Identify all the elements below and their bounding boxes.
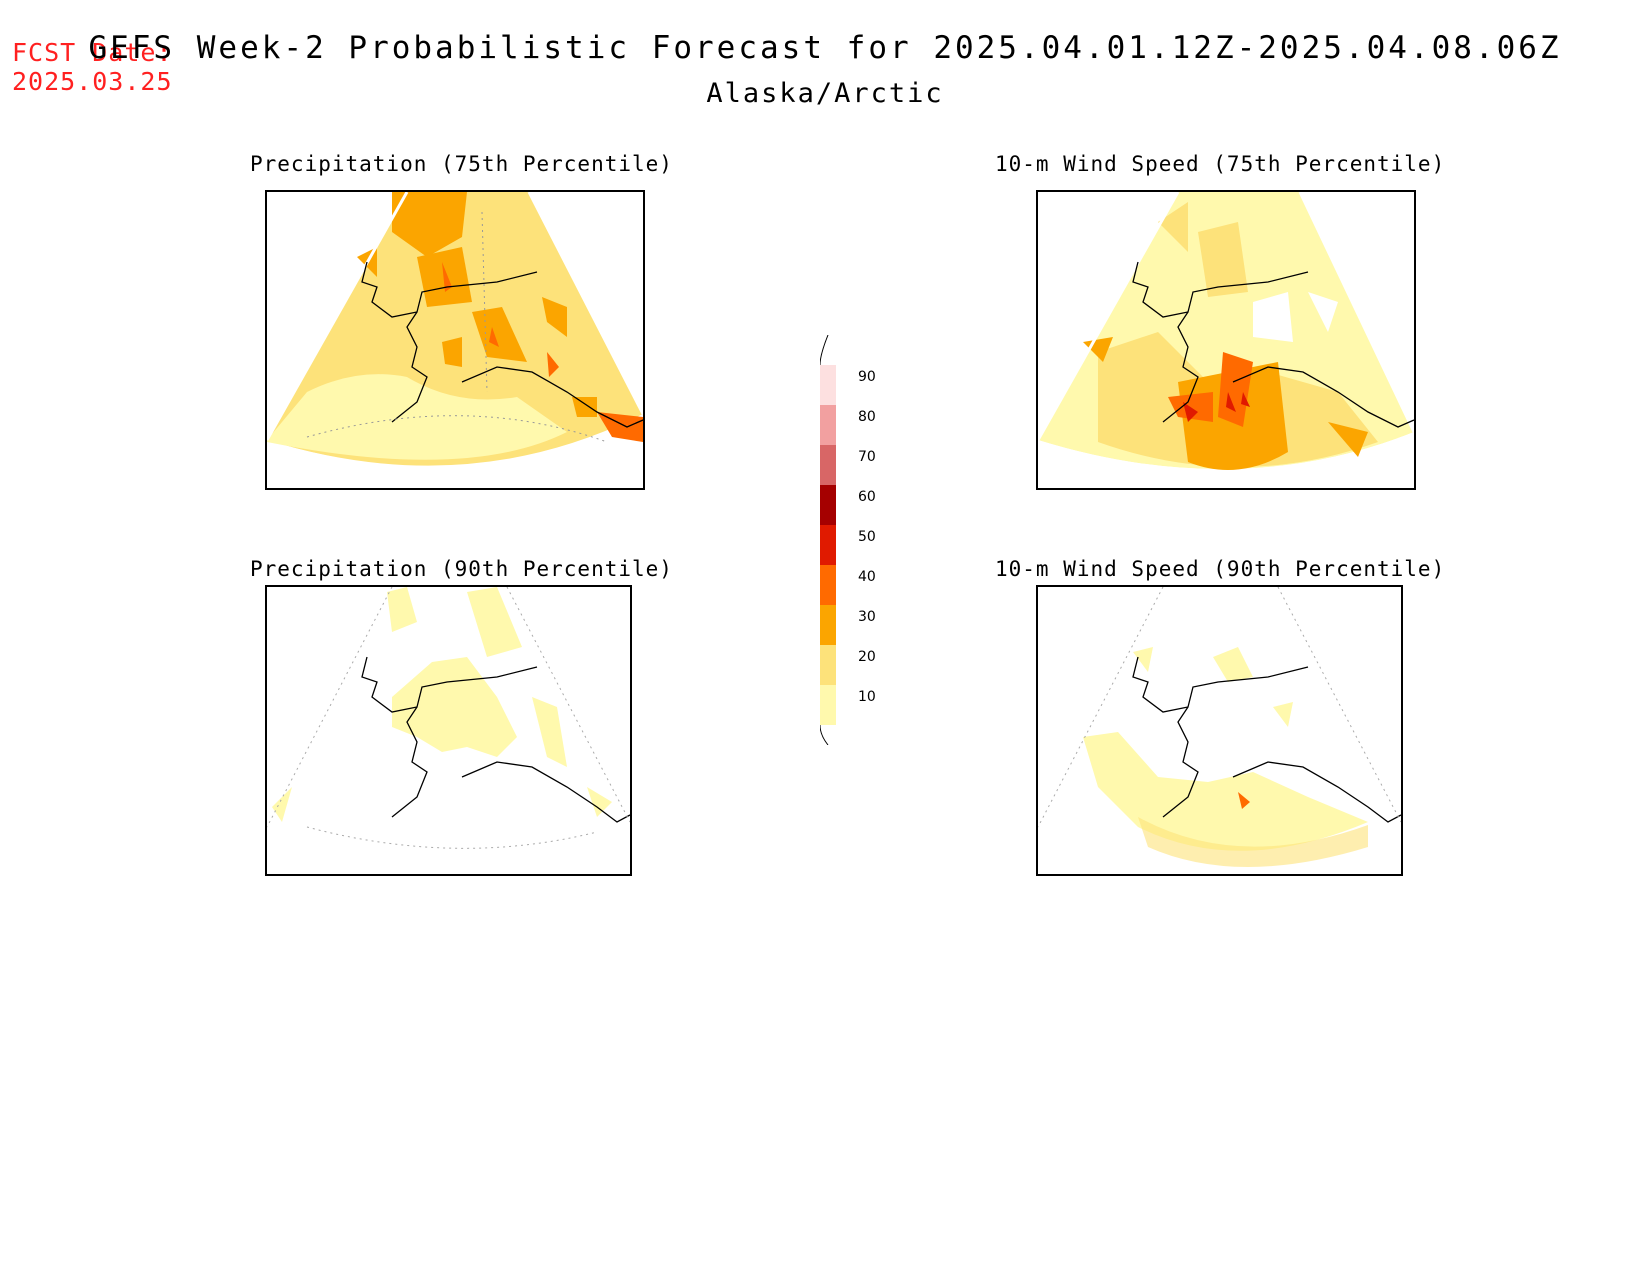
precip-90-map <box>267 587 630 849</box>
swatch-20 <box>820 645 836 685</box>
cbar-label-30: 30 <box>858 609 876 625</box>
panel-title-wind-75: 10-m Wind Speed (75th Percentile) <box>995 152 1446 176</box>
wind-75-map <box>1038 192 1414 488</box>
fcst-date: 2025.03.25 <box>12 67 173 96</box>
cbar-label-90: 90 <box>858 369 876 385</box>
swatch-90 <box>820 365 836 405</box>
cbar-label-10: 10 <box>858 689 876 705</box>
region-title: Alaska/Arctic <box>706 78 944 109</box>
swatch-30 <box>820 605 836 645</box>
cbar-label-70: 70 <box>858 449 876 465</box>
swatch-50 <box>820 525 836 565</box>
panel-title-precip-90: Precipitation (90th Percentile) <box>250 557 673 581</box>
colorbar <box>819 334 900 746</box>
precip-75-map <box>267 192 643 488</box>
swatch-10 <box>820 685 836 725</box>
cbar-label-80: 80 <box>858 409 876 425</box>
forecast-date-label: FCST Date: 2025.03.25 <box>12 38 173 96</box>
page-title: GEFS Week-2 Probabilistic Forecast for 2… <box>88 30 1562 66</box>
panel-title-wind-90: 10-m Wind Speed (90th Percentile) <box>995 557 1446 581</box>
colorbar-swatches <box>819 334 836 746</box>
swatch-40 <box>820 565 836 605</box>
swatch-60 <box>820 485 836 525</box>
cbar-label-50: 50 <box>858 529 876 545</box>
map-panel-precip-75 <box>265 190 645 490</box>
fcst-label: FCST Date: <box>12 38 173 67</box>
cbar-label-60: 60 <box>858 489 876 505</box>
panel-title-precip-75: Precipitation (75th Percentile) <box>250 152 673 176</box>
swatch-80 <box>820 405 836 445</box>
wind-90-map <box>1038 587 1401 867</box>
map-panel-wind-75 <box>1036 190 1416 490</box>
cbar-label-20: 20 <box>858 649 876 665</box>
map-panel-wind-90 <box>1036 585 1403 876</box>
swatch-70 <box>820 445 836 485</box>
cbar-label-40: 40 <box>858 569 876 585</box>
map-panel-precip-90 <box>265 585 632 876</box>
